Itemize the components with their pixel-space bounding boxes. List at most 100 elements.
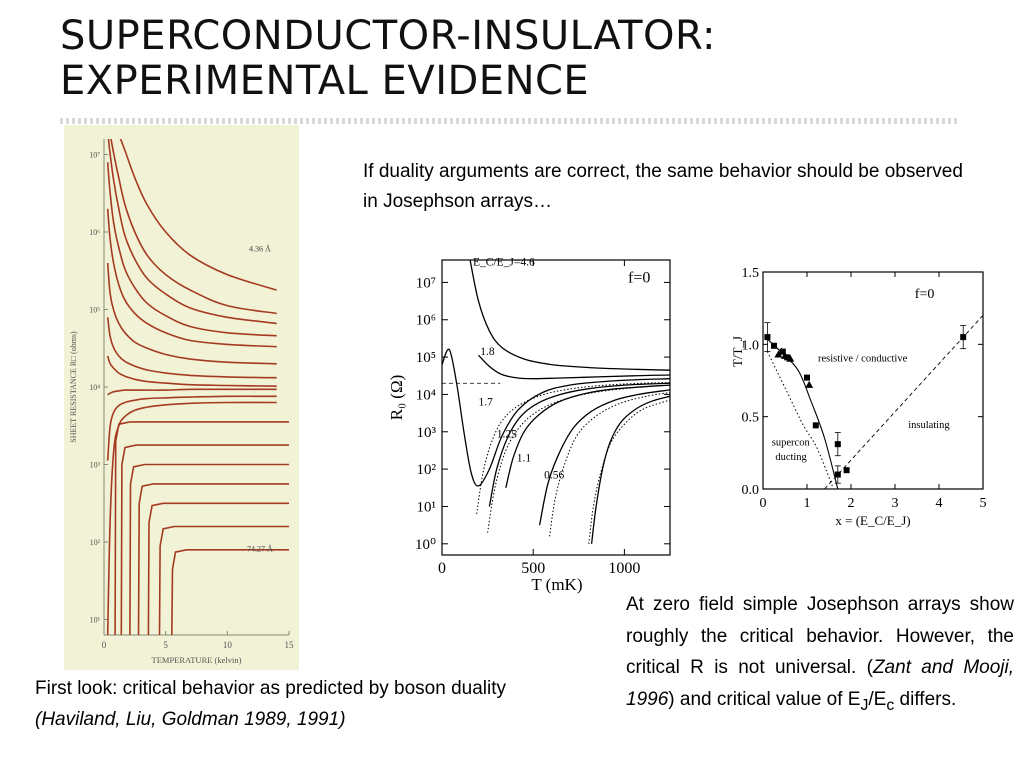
right-caption: At zero field simple Josephson arrays sh… (626, 589, 1014, 721)
left-caption-text: First look: critical behavior as predict… (35, 678, 507, 699)
y-tick-label: 1.0 (742, 338, 760, 353)
x-tick-label: 3 (892, 496, 899, 511)
insulating-boundary-dashed (824, 315, 984, 490)
legend-text: f=0 (915, 287, 935, 302)
triangle-marker (805, 380, 814, 388)
y-tick-label: 10¹ (90, 616, 101, 625)
left-caption: First look: critical behavior as predict… (35, 673, 555, 735)
film-resistance-chart: 10⁷ 10⁶ 10⁵ 10⁴ 10³ 10² 10¹ 0 5 10 15 TEMPERATURE (… (64, 125, 299, 670)
right-caption-sub-c: c (886, 696, 895, 714)
array-curve (488, 382, 670, 507)
y-tick-label: 10⁴ (89, 383, 100, 392)
curve-label: 1.1 (517, 453, 532, 465)
phase-boundary-solid (764, 336, 839, 490)
film-curve (147, 502, 289, 635)
array-fit-curve (549, 392, 670, 537)
x-axis-label: x = (E_C/E_J) (835, 513, 910, 528)
plot-frame (762, 271, 984, 490)
y-tick-label: 10⁷ (416, 275, 436, 291)
film-curve (107, 139, 277, 325)
region-label-supercon: supercon (772, 438, 811, 449)
annotation-thickest: 74.27 Å (247, 544, 273, 553)
x-tick-label: 0 (102, 640, 107, 650)
array-curves (442, 260, 670, 544)
square-marker (804, 374, 810, 381)
y-tick-label: 10³ (90, 461, 101, 470)
y-axis-label: R₀ (Ω) (387, 375, 406, 420)
right-caption-part3: differs. (894, 688, 957, 710)
x-tick-label: 4 (936, 496, 943, 511)
film-curve (158, 525, 289, 635)
region-label-ducting: ducting (775, 452, 807, 463)
film-curve (120, 444, 289, 635)
legend-text: f=0 (628, 269, 650, 286)
curve-label: 0.56 (544, 469, 564, 481)
square-marker (834, 441, 841, 448)
film-curve (106, 208, 277, 348)
y-tick-label: 10² (417, 462, 437, 478)
triangle-marker (777, 347, 786, 355)
region-label-resistive: resistive / conductive (818, 354, 908, 365)
right-caption-part1: At zero field simple Josephson arrays sh… (626, 594, 1014, 678)
x-tick-label: 0 (760, 496, 767, 511)
curve-label: 1.8 (480, 346, 495, 358)
film-curve (114, 421, 289, 635)
x-axis-label: TEMPERATURE (kelvin) (152, 655, 242, 665)
film-curve (106, 317, 277, 379)
x-tick-label: 0 (438, 560, 446, 577)
intro-text: If duality arguments are correct, the sa… (363, 161, 963, 212)
square-marker (834, 471, 841, 478)
array-curve (505, 384, 670, 488)
right-caption-part2: ) and critical value of E (668, 688, 861, 710)
right-caption-sub-j: J (860, 696, 869, 714)
y-tick-label: 1.5 (742, 266, 760, 281)
annotation-thinnest: 4.36 Å (249, 244, 271, 253)
film-curve (106, 401, 277, 635)
right-caption-slash: /E (868, 688, 887, 710)
x-axis-label: T (mK) (531, 575, 582, 594)
y-tick-label: 10⁶ (416, 313, 436, 329)
y-tick-label: 0.5 (742, 411, 760, 426)
array-curve (469, 260, 670, 371)
film-curve (107, 388, 277, 396)
curve-label: 1.7 (478, 397, 493, 409)
film-curve (106, 355, 277, 387)
x-tick-label: 10 (223, 640, 233, 650)
x-tick-label: 500 (521, 560, 545, 577)
region-label-insulating: insulating (908, 420, 950, 431)
array-curve (478, 354, 670, 380)
triangle-marker (781, 351, 789, 359)
array-fit-curve (487, 384, 670, 533)
y-tick-label: 10⁶ (89, 228, 100, 237)
square-marker (771, 342, 777, 349)
y-axis-label: T/T_J (730, 336, 745, 367)
y-tick-label: 10⁴ (416, 387, 436, 403)
phase-diagram-chart: 0.0 0.5 1.0 1.5 0 1 2 3 4 5 x = (E_C/E_J) T/T_J f=0 r… (730, 266, 987, 528)
array-curve (442, 348, 670, 487)
film-curve (129, 463, 289, 635)
curve-label: E_C/E_J=4.6 (473, 257, 535, 269)
x-tick-label: 1 (804, 496, 811, 511)
square-marker (812, 422, 819, 429)
y-axis-label: SHEET RESISTANCE R□ (ohms) (69, 331, 78, 443)
x-tick-label: 15 (285, 640, 295, 650)
array-fit-curve (588, 399, 670, 544)
x-tick-label: 5 (980, 496, 987, 511)
square-marker (764, 334, 771, 341)
curve-label: 1.25 (497, 428, 517, 440)
square-marker (843, 467, 850, 474)
y-tick-label: 10¹ (417, 499, 437, 515)
title-line-2: EXPERIMENTAL EVIDENCE (60, 58, 590, 104)
x-tick-label: 1000 (608, 560, 640, 577)
slide-title: SUPERCONDUCTOR-INSULATOR: EXPERIMENTAL E… (60, 14, 1000, 104)
y-tick-label: 10⁵ (416, 350, 436, 366)
y-tick-label: 0.0 (742, 483, 760, 498)
phase-boundary-dotted (766, 351, 834, 490)
title-line-1: SUPERCONDUCTOR-INSULATOR: (60, 13, 717, 59)
array-resistance-chart: 10⁰ 10¹ 10² 10³ 10⁴ 10⁵ 10⁶ 10⁷ 0 500 1000 T (mK) R₀… (387, 257, 671, 594)
y-tick-label: 10⁵ (89, 306, 100, 315)
left-caption-reference: (Haviland, Liu, Goldman 1989, 1991) (35, 709, 346, 730)
array-fit-curve (476, 382, 670, 514)
film-curve (119, 139, 277, 291)
x-tick-label: 5 (163, 640, 168, 650)
